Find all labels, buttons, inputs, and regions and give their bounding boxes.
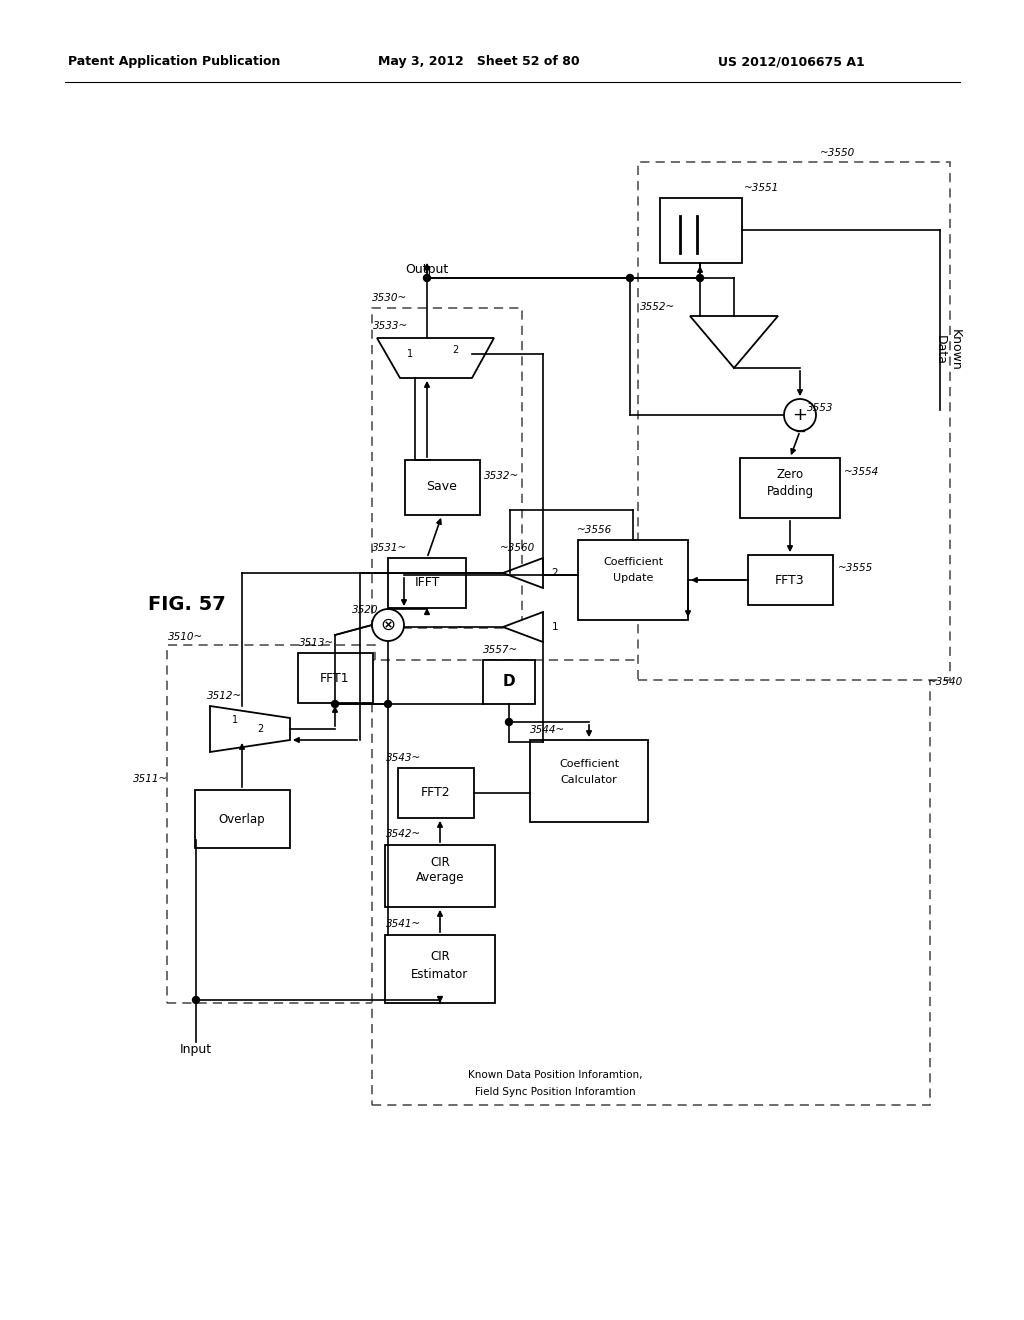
Text: 1: 1 <box>232 715 238 725</box>
Bar <box>372 660 930 1105</box>
Bar <box>483 660 535 704</box>
Bar <box>740 458 840 517</box>
Circle shape <box>332 701 339 708</box>
Text: 2: 2 <box>552 568 558 578</box>
Text: ~3550: ~3550 <box>820 148 855 158</box>
Text: Estimator: Estimator <box>412 968 469 981</box>
Text: US 2012/0106675 A1: US 2012/0106675 A1 <box>718 55 864 69</box>
Text: 3557~: 3557~ <box>483 645 518 655</box>
Text: Known
Data: Known Data <box>934 329 962 371</box>
Polygon shape <box>210 706 290 752</box>
Text: 3513~: 3513~ <box>299 638 334 648</box>
Polygon shape <box>503 612 543 642</box>
Text: 1: 1 <box>407 348 413 359</box>
Text: Save: Save <box>427 480 458 494</box>
Text: ~3554: ~3554 <box>844 467 880 477</box>
Text: Update: Update <box>612 573 653 583</box>
Text: −: − <box>795 425 806 440</box>
Text: 3511~: 3511~ <box>133 774 168 784</box>
Text: May 3, 2012   Sheet 52 of 80: May 3, 2012 Sheet 52 of 80 <box>378 55 580 69</box>
Circle shape <box>696 275 703 281</box>
Bar <box>398 768 474 818</box>
Text: Field Sync Position Inforamtion: Field Sync Position Inforamtion <box>475 1086 635 1097</box>
Text: 3533~: 3533~ <box>373 321 409 331</box>
Text: 3532~: 3532~ <box>484 471 519 480</box>
Text: 2: 2 <box>452 345 458 355</box>
Text: 3553: 3553 <box>807 403 834 413</box>
Bar <box>167 645 375 1003</box>
Circle shape <box>193 997 200 1003</box>
Circle shape <box>627 275 634 281</box>
Bar <box>298 653 373 704</box>
Circle shape <box>784 399 816 432</box>
Text: 3552~: 3552~ <box>640 302 675 312</box>
Text: Output: Output <box>406 264 449 276</box>
Text: CIR: CIR <box>430 950 450 964</box>
Bar <box>578 540 688 620</box>
Text: ~3555: ~3555 <box>838 564 873 573</box>
Text: 3520: 3520 <box>352 605 378 615</box>
Text: Input: Input <box>180 1044 212 1056</box>
Text: 3544~: 3544~ <box>530 725 565 735</box>
Bar <box>748 554 833 605</box>
Bar <box>195 789 290 847</box>
Text: Coefficient: Coefficient <box>559 759 620 770</box>
Bar <box>638 162 950 680</box>
Text: IFFT: IFFT <box>415 577 439 590</box>
Circle shape <box>372 609 404 642</box>
Text: ⊗: ⊗ <box>381 616 395 634</box>
Bar <box>530 741 648 822</box>
Text: D: D <box>503 675 515 689</box>
Text: Coefficient: Coefficient <box>603 557 664 568</box>
Text: Patent Application Publication: Patent Application Publication <box>68 55 281 69</box>
Text: FFT1: FFT1 <box>321 672 350 685</box>
Text: 3510~: 3510~ <box>168 632 203 642</box>
Text: 3541~: 3541~ <box>386 919 421 929</box>
Text: ~3556: ~3556 <box>577 525 612 535</box>
Text: Average: Average <box>416 871 464 884</box>
Circle shape <box>506 718 512 726</box>
Polygon shape <box>503 558 543 587</box>
Text: Zero: Zero <box>776 469 804 482</box>
Circle shape <box>384 701 391 708</box>
Bar <box>388 558 466 609</box>
Text: 3530~: 3530~ <box>372 293 408 304</box>
Text: 3543~: 3543~ <box>386 752 421 763</box>
Text: ~3551: ~3551 <box>744 183 779 193</box>
Bar <box>406 459 480 515</box>
Text: 3531~: 3531~ <box>372 543 408 553</box>
Bar <box>372 308 522 628</box>
Text: FFT3: FFT3 <box>775 573 805 586</box>
Text: ~3540: ~3540 <box>928 677 964 686</box>
Text: 3512~: 3512~ <box>207 690 243 701</box>
Polygon shape <box>377 338 494 378</box>
Bar <box>660 198 742 263</box>
Polygon shape <box>690 315 778 368</box>
Circle shape <box>424 275 430 281</box>
Bar <box>385 845 495 907</box>
Text: 2: 2 <box>257 723 263 734</box>
Text: FIG. 57: FIG. 57 <box>148 595 225 615</box>
Text: CIR: CIR <box>430 857 450 870</box>
Bar <box>385 935 495 1003</box>
Text: Padding: Padding <box>766 486 813 499</box>
Text: 3542~: 3542~ <box>386 829 421 840</box>
Text: Known Data Position Inforamtion,: Known Data Position Inforamtion, <box>468 1071 642 1080</box>
Text: Calculator: Calculator <box>560 775 617 785</box>
Text: ~3560: ~3560 <box>500 543 536 553</box>
Text: +: + <box>793 407 808 424</box>
Text: FFT2: FFT2 <box>421 787 451 800</box>
Text: 1: 1 <box>552 622 558 632</box>
Text: Overlap: Overlap <box>219 813 265 825</box>
